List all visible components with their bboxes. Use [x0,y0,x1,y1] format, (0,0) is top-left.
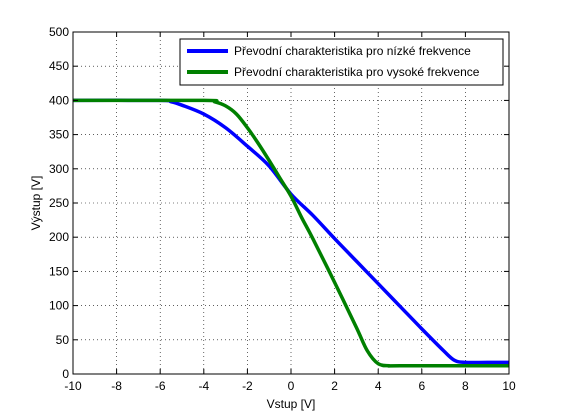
legend: Převodní charakteristika pro nízké frekv… [179,38,504,86]
y-tick-label: 250 [49,196,69,210]
y-tick-label: 50 [56,333,70,347]
series-layer [72,98,509,368]
y-tick-label: 350 [49,128,69,142]
y-tick-label: 300 [49,162,69,176]
x-tick-label: -8 [111,379,122,393]
x-tick-label: 0 [288,379,295,393]
y-axis-label: Výstup [V] [29,176,43,231]
y-tick-label: 100 [49,299,69,313]
y-tick-label: 0 [62,367,69,381]
x-tick-label: 2 [331,379,338,393]
legend-box [179,38,504,86]
x-tick-label: -10 [64,379,82,393]
x-tick-label: 10 [502,379,516,393]
x-tick-label: -6 [155,379,166,393]
y-tick-label: 400 [49,93,69,107]
x-tick-label: -4 [198,379,209,393]
grid [73,32,509,374]
y-tick-label: 150 [49,264,69,278]
x-tick-label: 4 [375,379,382,393]
series-line-low-frequency [72,98,509,365]
series-line-high-frequency [72,98,509,368]
y-tick-label: 450 [49,59,69,73]
ticks: -10 -8 -6 -4 -2 0 2 4 6 8 100501001502002503003504… [49,25,516,393]
x-tick-label: 8 [462,379,469,393]
x-axis-label: Vstup [V] [267,397,316,411]
legend-label-high-frequency: Převodní charakteristika pro vysoké frek… [234,65,480,79]
x-tick-label: 6 [418,379,425,393]
x-tick-label: -2 [242,379,253,393]
legend-label-low-frequency: Převodní charakteristika pro nízké frekv… [234,44,471,58]
y-tick-label: 200 [49,230,69,244]
y-tick-label: 500 [49,25,69,39]
